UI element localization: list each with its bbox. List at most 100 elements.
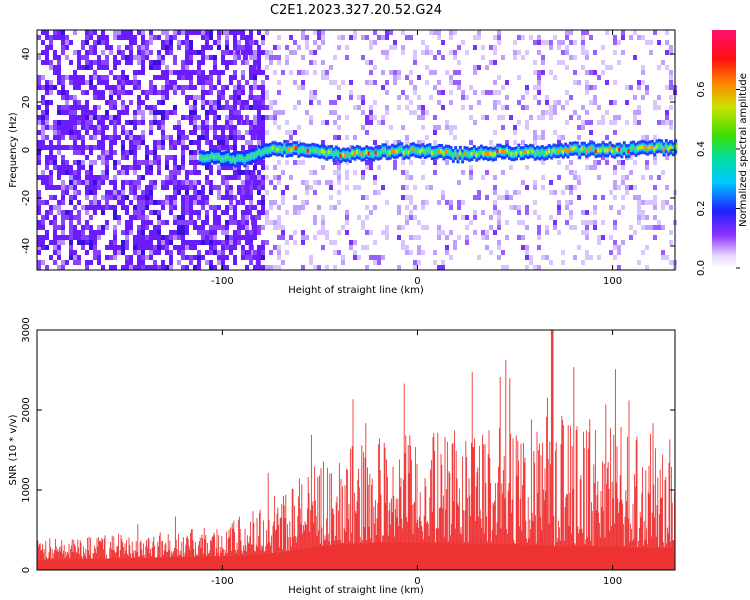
spectrogram-cell: [229, 95, 233, 100]
ridge-core: [552, 148, 556, 153]
spectrogram-cell: [225, 135, 229, 140]
spectrogram-cell: [125, 90, 129, 95]
spectrogram-cell: [161, 240, 165, 245]
spectrogram-cell: [433, 70, 437, 75]
spectrogram-cell: [609, 120, 613, 125]
spectrogram-cell: [189, 220, 193, 225]
spectrogram-cell: [229, 215, 233, 220]
spectrogram-cell: [457, 85, 461, 90]
spectrogram-cell: [177, 260, 181, 265]
spectrogram-cell: [65, 170, 69, 175]
spectrogram-cell: [201, 200, 205, 205]
spectrogram-cell: [141, 195, 145, 200]
ridge-core: [505, 148, 509, 153]
spectrogram-cell: [137, 200, 141, 205]
ridge-core: [311, 147, 315, 152]
spectrogram-cell: [281, 260, 285, 265]
spectrogram-cell: [661, 120, 665, 125]
spectrogram-cell: [301, 230, 305, 235]
spectrogram-cell: [121, 180, 125, 185]
spectrogram-cell: [369, 255, 373, 260]
spectrogram-cell: [109, 150, 113, 155]
spectrogram-cell: [453, 245, 457, 250]
spectrogram-cell: [289, 135, 293, 140]
spectrogram-cell: [441, 260, 445, 265]
y-tick-label: 40: [21, 48, 32, 61]
spectrogram-cell: [69, 200, 73, 205]
spectrogram-cell: [173, 90, 177, 95]
spectrogram-cell: [153, 140, 157, 145]
spectrogram-cell: [449, 200, 453, 205]
spectrogram-cell: [361, 110, 365, 115]
spectrogram-cell: [413, 55, 417, 60]
spectrogram-cell: [145, 50, 149, 55]
spectrogram-cell: [250, 170, 256, 175]
ridge-core: [470, 151, 474, 156]
spectrogram-cell: [125, 255, 129, 260]
spectrogram-cell: [41, 50, 45, 55]
ridge-core: [351, 150, 355, 155]
spectrogram-cell: [77, 100, 81, 105]
spectrogram-cell: [189, 75, 193, 80]
spectrogram-cell: [245, 60, 249, 65]
spectrogram-cell: [529, 255, 533, 260]
spectrogram-cell: [245, 120, 249, 125]
spectrogram-cell: [545, 100, 549, 105]
spectrogram-cell: [205, 195, 209, 200]
spectrogram-cell: [77, 135, 81, 140]
spectrogram-cell: [253, 165, 257, 170]
spectrogram-cell: [533, 200, 537, 205]
spectrogram-cell: [365, 215, 369, 220]
spectrogram-cell: [85, 110, 89, 115]
spectrogram-cell: [569, 115, 573, 120]
spectrogram-cell: [257, 50, 261, 55]
spectrogram-cell: [157, 170, 161, 175]
spectrogram-cell: [269, 55, 273, 60]
ridge-core: [507, 150, 511, 155]
spectrogram-cell: [549, 260, 553, 265]
spectrogram-cell: [233, 110, 237, 115]
spectrogram-cell: [433, 125, 437, 130]
spectrogram-cell: [201, 190, 205, 195]
spectrogram-cell: [125, 230, 129, 235]
spectrogram-cell: [281, 110, 285, 115]
snr-x-label: Height of straight line (km): [288, 585, 424, 596]
spectrogram-cell: [169, 135, 173, 140]
ridge-core: [587, 147, 591, 152]
spectrogram-cell: [505, 220, 509, 225]
spectrogram-cell: [201, 70, 205, 75]
spectrogram-cell: [113, 230, 117, 235]
spectrogram-cell: [197, 180, 201, 185]
spectrogram-cell: [129, 185, 133, 190]
spectrogram-cell: [209, 100, 213, 105]
spectrogram-cell: [169, 180, 173, 185]
spectrogram-cell: [637, 220, 641, 225]
spectrogram-cell: [61, 85, 65, 90]
spectrogram-cell: [537, 100, 541, 105]
spectrogram-cell: [97, 90, 101, 95]
spectrogram-cell: [409, 35, 413, 40]
spectrogram-cell: [233, 135, 237, 140]
spectrogram-cell: [246, 250, 252, 255]
spectrogram-cell: [161, 145, 165, 150]
spectrogram-cell: [69, 210, 73, 215]
spectrogram-cell: [145, 245, 149, 250]
spectrogram-cell: [233, 245, 237, 250]
spectrogram-cell: [113, 160, 117, 165]
spectrogram-cell: [121, 85, 125, 90]
spectrogram-cell: [197, 230, 201, 235]
spectrogram-cell: [557, 140, 561, 145]
spectrogram-cell: [505, 265, 509, 270]
ridge-core: [238, 155, 242, 160]
ridge-core: [653, 147, 657, 152]
spectrogram-cell: [89, 245, 93, 250]
spectrogram-cell: [113, 185, 117, 190]
spectrogram-cell: [225, 240, 229, 245]
spectrogram-cell: [169, 45, 173, 50]
spectrogram-cell: [133, 205, 137, 210]
spectrogram-cell: [193, 70, 197, 75]
spectrogram-cell: [477, 30, 481, 35]
spectrogram-cell: [101, 40, 105, 45]
spectrogram-cell: [137, 50, 141, 55]
spectrogram-cell: [205, 75, 209, 80]
